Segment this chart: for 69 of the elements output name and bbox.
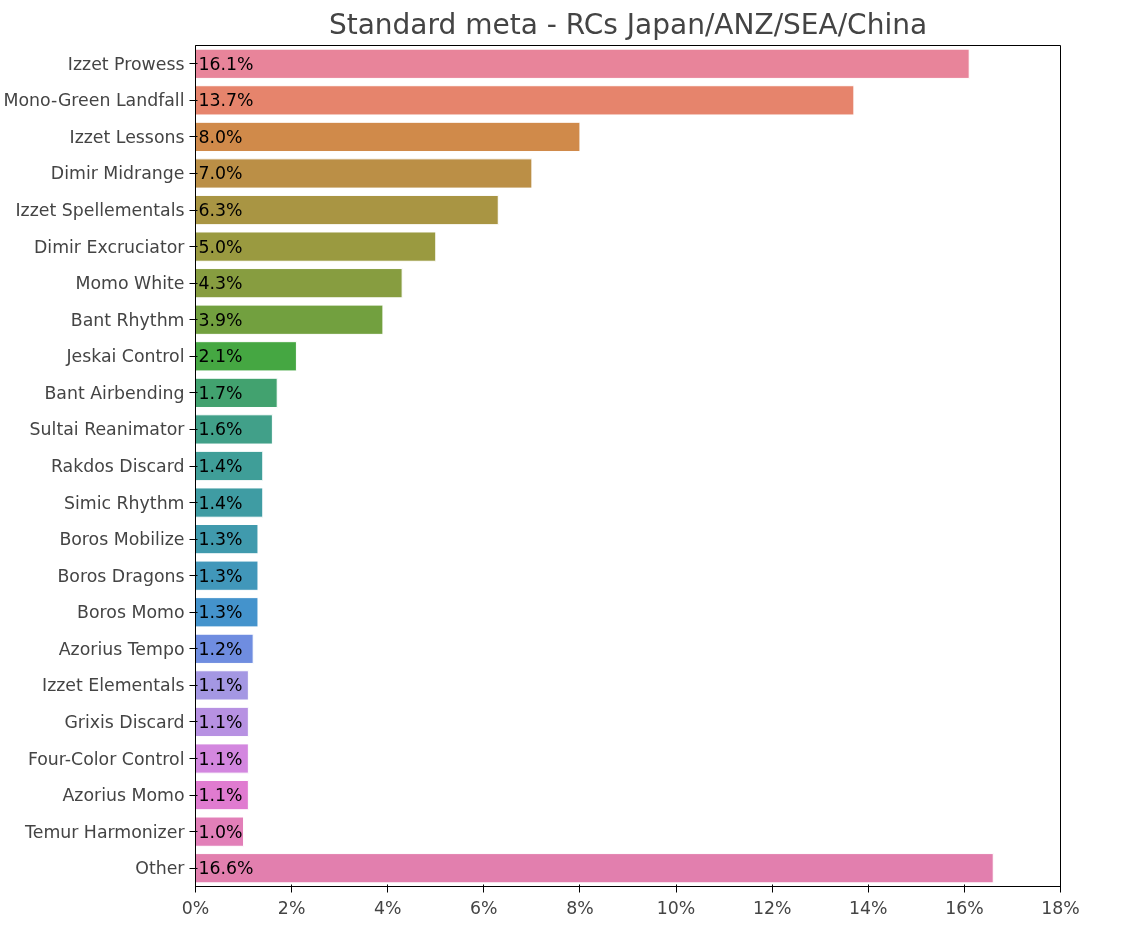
data-label: 1.3%: [198, 565, 243, 586]
x-tick-label: 14%: [849, 897, 888, 918]
x-tick-label: 0%: [181, 897, 210, 918]
bar: [195, 48, 970, 79]
y-tick-label: Sultai Reanimator: [29, 419, 186, 440]
bar: [195, 158, 533, 189]
data-label: 1.1%: [198, 711, 243, 732]
x-tick-label: 12%: [752, 897, 792, 918]
y-tick-label: Simic Rhythm: [64, 492, 185, 513]
y-tick-label: Other: [135, 858, 186, 879]
y-tick-label: Izzet Lessons: [69, 126, 185, 147]
y-tick-label: Momo White: [75, 273, 185, 294]
x-tick-label: 2%: [277, 897, 306, 918]
y-tick-label: Dimir Excruciator: [34, 236, 186, 257]
y-tick-label: Bant Rhythm: [70, 309, 185, 330]
data-label: 1.7%: [198, 382, 243, 403]
x-tick-label: 10%: [656, 897, 696, 918]
data-label: 1.0%: [198, 821, 243, 842]
data-label: 5.0%: [198, 236, 243, 257]
y-tick-label: Four-Color Control: [27, 748, 185, 769]
bar: [195, 231, 437, 262]
data-label: 1.4%: [198, 492, 243, 513]
data-label: 8.0%: [198, 126, 243, 147]
data-label: 1.2%: [198, 638, 243, 659]
data-label: 1.1%: [198, 748, 243, 769]
data-label: 1.4%: [198, 456, 243, 476]
data-label: 1.3%: [198, 602, 243, 623]
bar: [195, 341, 297, 372]
data-label: 16.1%: [198, 53, 254, 74]
data-label: 2.1%: [198, 346, 243, 367]
y-tick-label: Azorius Tempo: [58, 638, 185, 659]
chart-title: Standard meta - RCs Japan/ANZ/SEA/China: [328, 7, 928, 41]
data-label: 1.1%: [198, 785, 243, 806]
y-tick-label: Rakdos Discard: [50, 456, 185, 476]
y-tick-label: Jeskai Control: [65, 346, 185, 367]
y-tick-label: Boros Mobilize: [59, 529, 185, 550]
y-tick-label: Izzet Prowess: [67, 53, 185, 74]
bar: [195, 853, 994, 884]
y-tick-label: Dimir Midrange: [50, 163, 185, 184]
bar: [195, 414, 273, 445]
y-tick-label: Bant Airbending: [44, 382, 185, 403]
bar: [195, 85, 855, 116]
data-label: 7.0%: [198, 163, 243, 184]
data-label: 13.7%: [198, 90, 254, 111]
x-tick-label: 16%: [945, 897, 984, 918]
data-label: 6.3%: [198, 200, 243, 221]
y-tick-label: Grixis Discard: [64, 711, 185, 732]
x-tick-label: 8%: [566, 897, 594, 918]
bar: [195, 121, 581, 153]
x-tick-label: 4%: [373, 897, 402, 918]
bar: [195, 268, 403, 299]
y-tick-label: Temur Harmonizer: [24, 821, 186, 842]
bar: [195, 304, 384, 335]
data-label: 1.6%: [198, 419, 243, 440]
data-label: 1.1%: [198, 675, 243, 696]
bar: [195, 377, 278, 408]
data-label: 1.3%: [198, 529, 243, 550]
x-tick-label: 18%: [1041, 897, 1080, 918]
data-label: 16.6%: [198, 858, 254, 879]
bar: [195, 194, 499, 226]
data-label: 3.9%: [198, 309, 243, 330]
y-tick-label: Boros Dragons: [57, 565, 185, 586]
y-tick-label: Izzet Elementals: [42, 675, 185, 696]
y-tick-label: Mono-Green Landfall: [3, 90, 185, 111]
x-tick-label: 6%: [470, 897, 498, 918]
y-tick-label: Boros Momo: [77, 602, 185, 623]
y-tick-label: Azorius Momo: [62, 785, 185, 806]
y-tick-label: Izzet Spellementals: [15, 200, 185, 221]
data-label: 4.3%: [198, 273, 243, 294]
